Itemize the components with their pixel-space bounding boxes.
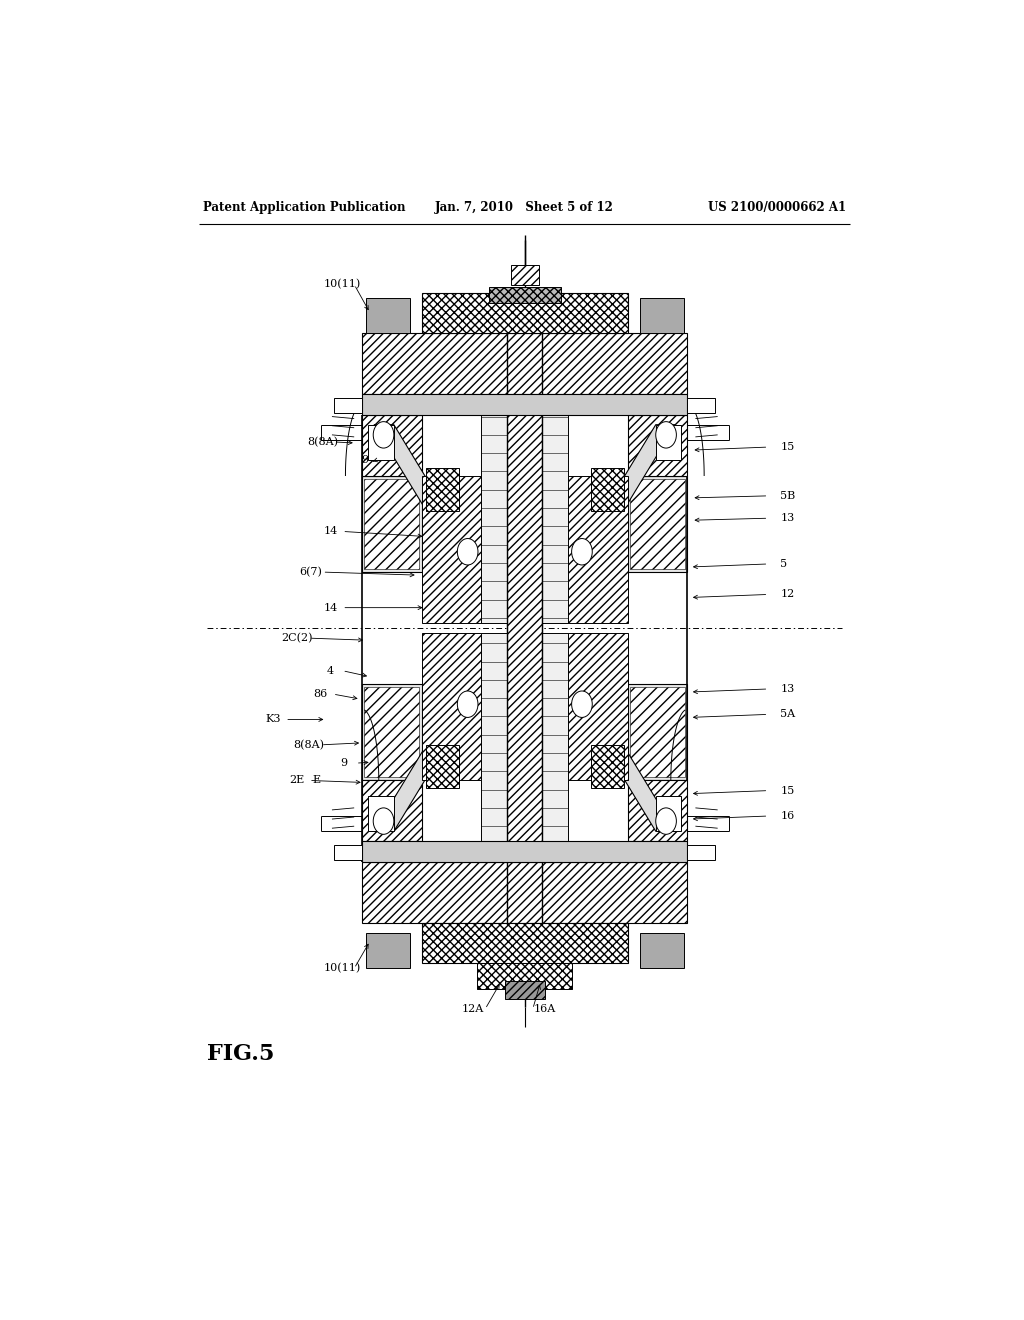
- Circle shape: [655, 421, 677, 447]
- Bar: [362, 841, 687, 862]
- Text: US 2100/0000662 A1: US 2100/0000662 A1: [708, 201, 846, 214]
- Text: 5: 5: [780, 558, 787, 569]
- Text: 14: 14: [324, 527, 338, 536]
- Bar: [362, 780, 422, 841]
- Bar: [591, 469, 624, 511]
- Text: 5B: 5B: [780, 491, 796, 500]
- Text: 8(8A): 8(8A): [294, 739, 325, 750]
- Bar: [628, 414, 687, 475]
- Bar: [426, 744, 459, 788]
- Text: 16A: 16A: [534, 1005, 556, 1014]
- Text: Patent Application Publication: Patent Application Publication: [204, 201, 406, 214]
- Text: 9: 9: [360, 455, 368, 465]
- Polygon shape: [374, 694, 477, 832]
- Text: Jan. 7, 2010   Sheet 5 of 12: Jan. 7, 2010 Sheet 5 of 12: [435, 201, 614, 214]
- Text: FIG.5: FIG.5: [207, 1043, 274, 1065]
- Text: 15: 15: [780, 442, 795, 451]
- Bar: [362, 684, 422, 780]
- Bar: [422, 475, 481, 623]
- Bar: [334, 399, 362, 412]
- Bar: [362, 333, 687, 395]
- Bar: [628, 475, 687, 572]
- Circle shape: [458, 690, 478, 718]
- Bar: [687, 846, 715, 859]
- Text: 6(7): 6(7): [299, 566, 322, 577]
- Text: 10(11): 10(11): [324, 964, 360, 974]
- Bar: [489, 288, 560, 302]
- Text: K3: K3: [265, 714, 281, 725]
- Text: 8(8A): 8(8A): [307, 437, 338, 447]
- Polygon shape: [572, 694, 676, 832]
- Text: 16: 16: [780, 810, 795, 821]
- Text: 10(11): 10(11): [324, 280, 360, 289]
- Text: 13: 13: [780, 684, 795, 694]
- Text: 4: 4: [327, 665, 334, 676]
- Text: 86: 86: [313, 689, 328, 700]
- Bar: [481, 634, 507, 867]
- Bar: [422, 923, 628, 964]
- Bar: [367, 933, 410, 969]
- Bar: [365, 479, 419, 569]
- Text: 2E: 2E: [290, 775, 305, 785]
- Bar: [655, 425, 681, 461]
- Bar: [631, 686, 685, 777]
- Bar: [369, 425, 394, 461]
- Bar: [568, 475, 628, 623]
- Bar: [365, 686, 419, 777]
- Bar: [687, 399, 715, 412]
- Bar: [640, 297, 684, 333]
- Bar: [362, 395, 687, 414]
- Text: 2C(2): 2C(2): [282, 634, 312, 643]
- Polygon shape: [374, 425, 477, 562]
- Bar: [426, 469, 459, 511]
- Circle shape: [571, 690, 592, 718]
- Text: 5A: 5A: [780, 709, 796, 719]
- Bar: [362, 475, 422, 572]
- Circle shape: [458, 539, 478, 565]
- Bar: [367, 297, 410, 333]
- Bar: [362, 862, 687, 923]
- Bar: [362, 414, 422, 475]
- Bar: [655, 796, 681, 832]
- Circle shape: [571, 539, 592, 565]
- Text: 12: 12: [780, 590, 795, 599]
- Bar: [334, 846, 362, 859]
- Bar: [628, 780, 687, 841]
- Text: 15: 15: [780, 785, 795, 796]
- Bar: [369, 796, 394, 832]
- Polygon shape: [572, 425, 676, 562]
- Circle shape: [373, 421, 394, 447]
- Bar: [505, 981, 545, 999]
- Text: 12A: 12A: [462, 1005, 484, 1014]
- Bar: [422, 634, 481, 780]
- Bar: [631, 479, 685, 569]
- Bar: [422, 293, 628, 333]
- Bar: [640, 933, 684, 969]
- Text: E: E: [312, 775, 321, 785]
- Circle shape: [373, 808, 394, 834]
- Text: 13: 13: [780, 513, 795, 523]
- Bar: [628, 684, 687, 780]
- Bar: [543, 389, 568, 623]
- Bar: [591, 744, 624, 788]
- Bar: [507, 293, 543, 982]
- Bar: [511, 265, 539, 285]
- Bar: [568, 634, 628, 780]
- Bar: [481, 389, 507, 623]
- Bar: [477, 964, 572, 989]
- Text: 14: 14: [324, 603, 338, 612]
- Bar: [543, 634, 568, 867]
- Text: 9: 9: [340, 758, 347, 768]
- Circle shape: [655, 808, 677, 834]
